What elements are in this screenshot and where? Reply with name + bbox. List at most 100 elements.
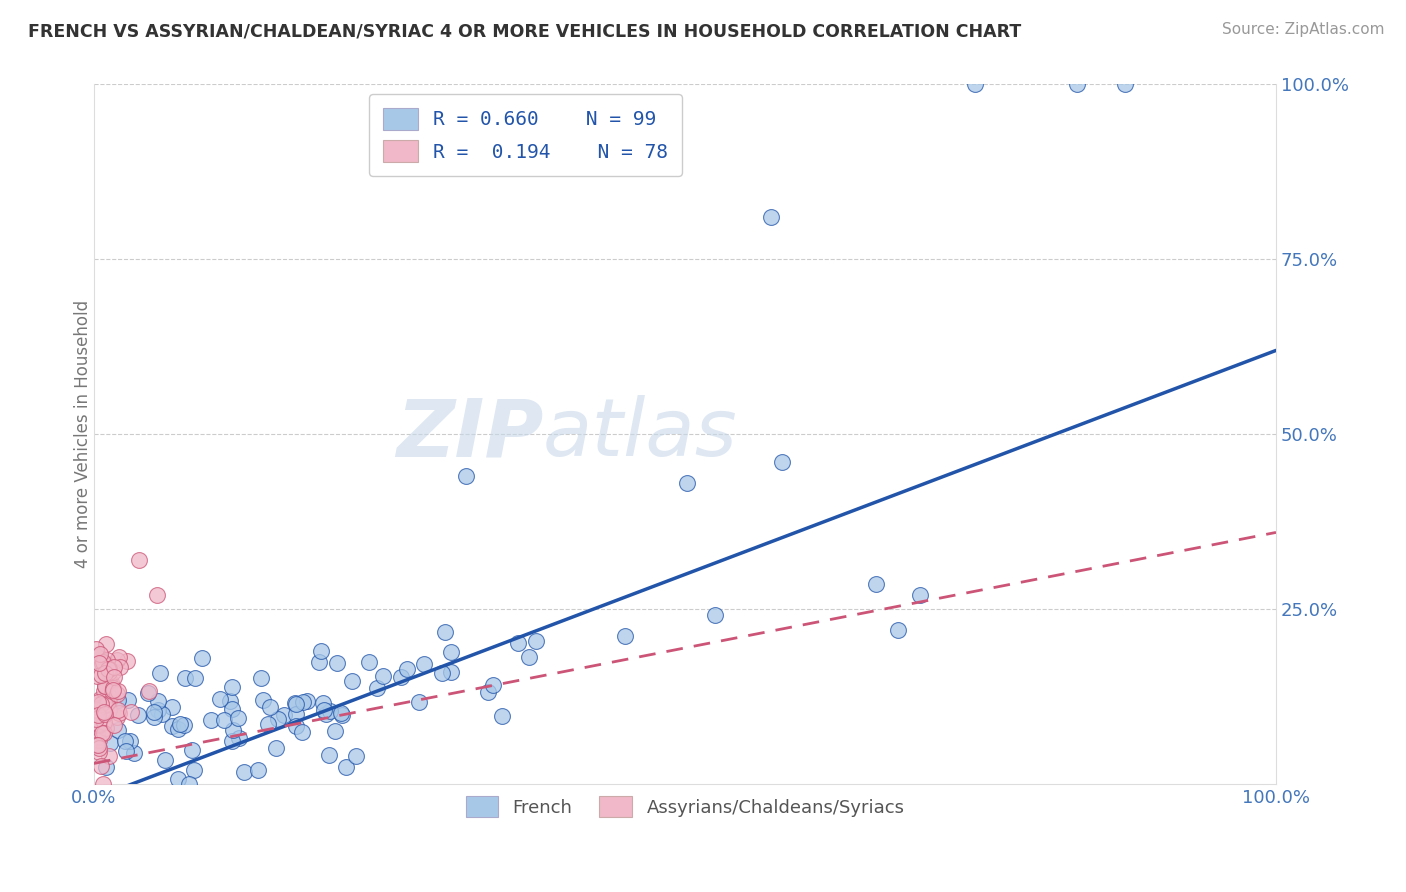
Point	[247, 764, 270, 778]
Point	[108, 660, 131, 674]
Point	[89, 740, 111, 755]
Point	[183, 763, 205, 777]
Point	[408, 695, 430, 709]
Point	[93, 725, 115, 739]
Point	[226, 711, 249, 725]
Point	[89, 656, 111, 670]
Point	[87, 698, 110, 712]
Point	[179, 777, 201, 791]
Point	[148, 665, 170, 680]
Point	[86, 739, 108, 753]
Point	[97, 694, 120, 708]
Point	[152, 707, 174, 722]
Point	[342, 673, 364, 688]
Point	[98, 665, 121, 679]
Point	[103, 665, 125, 679]
Point	[94, 679, 117, 693]
Point	[94, 665, 117, 680]
Point	[90, 697, 112, 711]
Point	[440, 665, 463, 680]
Point	[93, 704, 115, 718]
Point	[96, 678, 118, 692]
Point	[266, 741, 288, 756]
Point	[491, 709, 513, 723]
Point	[84, 712, 107, 726]
Point	[89, 691, 111, 706]
Point	[232, 764, 254, 779]
Point	[285, 706, 308, 721]
Point	[96, 697, 118, 711]
Point	[174, 671, 197, 685]
Point	[432, 666, 454, 681]
Point	[326, 656, 349, 670]
Point	[325, 723, 347, 738]
Point	[86, 707, 108, 722]
Point	[148, 703, 170, 717]
Point	[89, 648, 111, 663]
Point	[101, 683, 124, 698]
Point	[84, 739, 107, 753]
Point	[222, 723, 245, 737]
Point	[770, 455, 793, 469]
Point	[105, 653, 128, 667]
Point	[357, 655, 380, 669]
Point	[138, 684, 160, 698]
Point	[94, 679, 117, 693]
Point	[90, 667, 112, 681]
Point	[221, 734, 243, 748]
Point	[335, 760, 357, 774]
Point	[97, 662, 120, 676]
Point	[292, 695, 315, 709]
Point	[89, 647, 111, 661]
Point	[93, 714, 115, 729]
Point	[908, 588, 931, 602]
Point	[101, 682, 124, 697]
Text: Source: ZipAtlas.com: Source: ZipAtlas.com	[1222, 22, 1385, 37]
Point	[98, 748, 121, 763]
Point	[439, 645, 461, 659]
Point	[308, 656, 330, 670]
Point	[256, 717, 278, 731]
Point	[221, 681, 243, 695]
Point	[309, 644, 332, 658]
Point	[318, 747, 340, 762]
Point	[86, 698, 108, 712]
Point	[259, 700, 281, 714]
Point	[228, 731, 250, 746]
Point	[434, 624, 457, 639]
Legend: French, Assyrians/Chaldeans/Syriacs: French, Assyrians/Chaldeans/Syriacs	[458, 789, 911, 824]
Point	[761, 211, 783, 225]
Point	[886, 624, 908, 638]
Point	[107, 693, 129, 707]
Point	[94, 690, 117, 704]
Point	[1114, 78, 1136, 92]
Point	[91, 777, 114, 791]
Point	[173, 718, 195, 732]
Point	[456, 469, 478, 483]
Point	[107, 703, 129, 717]
Point	[517, 650, 540, 665]
Point	[100, 688, 122, 702]
Point	[703, 607, 725, 622]
Point	[87, 732, 110, 747]
Point	[373, 669, 395, 683]
Point	[107, 723, 129, 737]
Point	[508, 636, 530, 650]
Point	[96, 653, 118, 667]
Point	[94, 694, 117, 708]
Point	[865, 576, 887, 591]
Point	[87, 745, 110, 759]
Point	[93, 706, 115, 721]
Point	[160, 719, 183, 733]
Point	[98, 674, 121, 689]
Point	[330, 708, 353, 723]
Point	[200, 713, 222, 727]
Point	[160, 700, 183, 714]
Point	[84, 642, 107, 657]
Point	[118, 734, 141, 748]
Point	[284, 696, 307, 710]
Point	[127, 708, 149, 723]
Point	[477, 685, 499, 699]
Point	[89, 700, 111, 714]
Text: atlas: atlas	[543, 395, 738, 474]
